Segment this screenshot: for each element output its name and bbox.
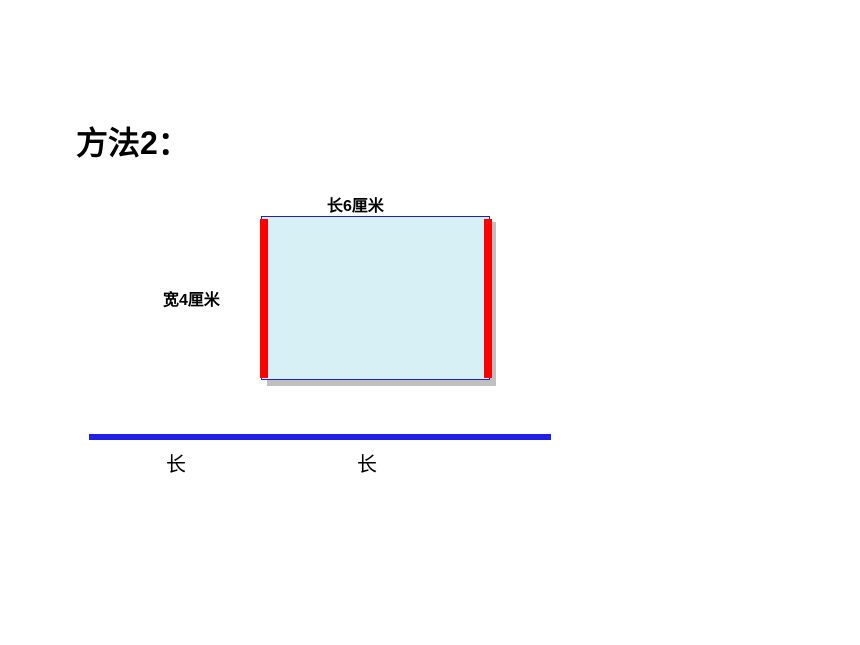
method-title: 方法2： — [76, 118, 190, 164]
rectangle-width-bar-left — [260, 219, 268, 378]
unfold-segment-label-1: 长 — [166, 448, 186, 477]
unfold-segment-label-2: 长 — [357, 448, 377, 477]
width-label: 宽4厘米 — [163, 286, 220, 310]
rectangle-width-bar-right — [484, 219, 492, 378]
length-label: 长6厘米 — [327, 192, 384, 216]
unfold-line — [89, 434, 551, 440]
rectangle-shape — [261, 216, 490, 380]
